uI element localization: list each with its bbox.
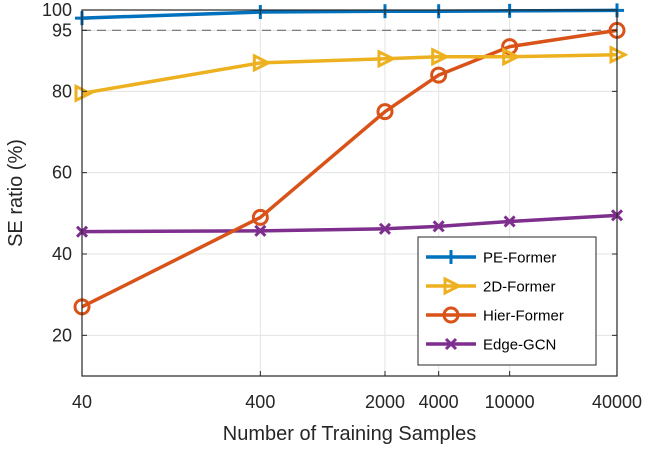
data-point: [252, 53, 272, 73]
data-point: [430, 66, 448, 84]
x-tick-label: 10000: [485, 392, 535, 412]
legend-entry: Hier-Former: [426, 306, 564, 325]
legend-marker: [442, 306, 460, 324]
data-point: [378, 222, 392, 235]
legend-marker: [444, 250, 458, 264]
series-line-2d-former: [81, 52, 618, 96]
legend: PE-Former 2D-Former Hier-Former Edge-GCN: [417, 236, 597, 366]
data-point: [503, 215, 516, 228]
y-tick-label: 20: [52, 325, 72, 345]
data-point: [431, 47, 451, 67]
legend-label: Edge-GCN: [483, 337, 556, 354]
legend-entry: PE-Former: [426, 250, 556, 267]
data-point: [74, 83, 94, 103]
y-tick-label: 100: [42, 0, 72, 20]
legend-entry: Edge-GCN: [426, 337, 556, 354]
legend-entry: 2D-Former: [426, 276, 556, 296]
y-tick-label: 40: [52, 244, 72, 264]
legend-label: 2D-Former: [483, 279, 556, 296]
data-point: [254, 224, 267, 237]
legend-marker: [444, 337, 458, 351]
y-tick-label: 60: [52, 163, 72, 183]
data-point: [251, 208, 269, 226]
x-tick-label: 2000: [365, 392, 405, 412]
legend-label: PE-Former: [483, 250, 556, 267]
data-point: [609, 45, 629, 65]
x-tick-label: 400: [245, 392, 275, 412]
axes: [81, 9, 618, 377]
x-tick-label: 40000: [592, 392, 642, 412]
series-line-pe-former: [81, 8, 618, 20]
y-axis-title: SE ratio (%): [5, 139, 27, 247]
y-tick-label: 95: [52, 20, 72, 40]
data-point: [432, 220, 445, 233]
series-group: [73, 3, 629, 316]
legend-marker: [443, 276, 463, 296]
data-point: [502, 47, 521, 67]
x-tick-label: 4000: [419, 392, 459, 412]
grid: [81, 9, 618, 376]
y-tick-label: 80: [52, 81, 72, 101]
axes-box: [81, 9, 618, 377]
data-point: [376, 103, 394, 121]
series-line-hier-former: [81, 28, 618, 309]
legend-label: Hier-Former: [483, 308, 564, 325]
x-tick-label: 40: [72, 392, 92, 412]
data-point: [377, 49, 397, 69]
x-axis-title: Number of Training Samples: [223, 423, 476, 445]
